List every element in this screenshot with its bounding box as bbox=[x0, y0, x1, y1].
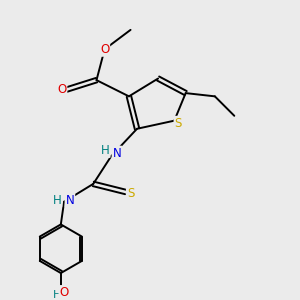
Text: S: S bbox=[175, 117, 182, 130]
Text: H: H bbox=[52, 194, 61, 207]
Text: H: H bbox=[101, 144, 110, 157]
Text: O: O bbox=[57, 83, 66, 96]
Text: S: S bbox=[127, 187, 134, 200]
Text: O: O bbox=[100, 43, 109, 56]
Text: N: N bbox=[65, 194, 74, 207]
Text: H: H bbox=[53, 290, 61, 300]
Text: N: N bbox=[112, 147, 121, 160]
Text: O: O bbox=[59, 286, 69, 299]
